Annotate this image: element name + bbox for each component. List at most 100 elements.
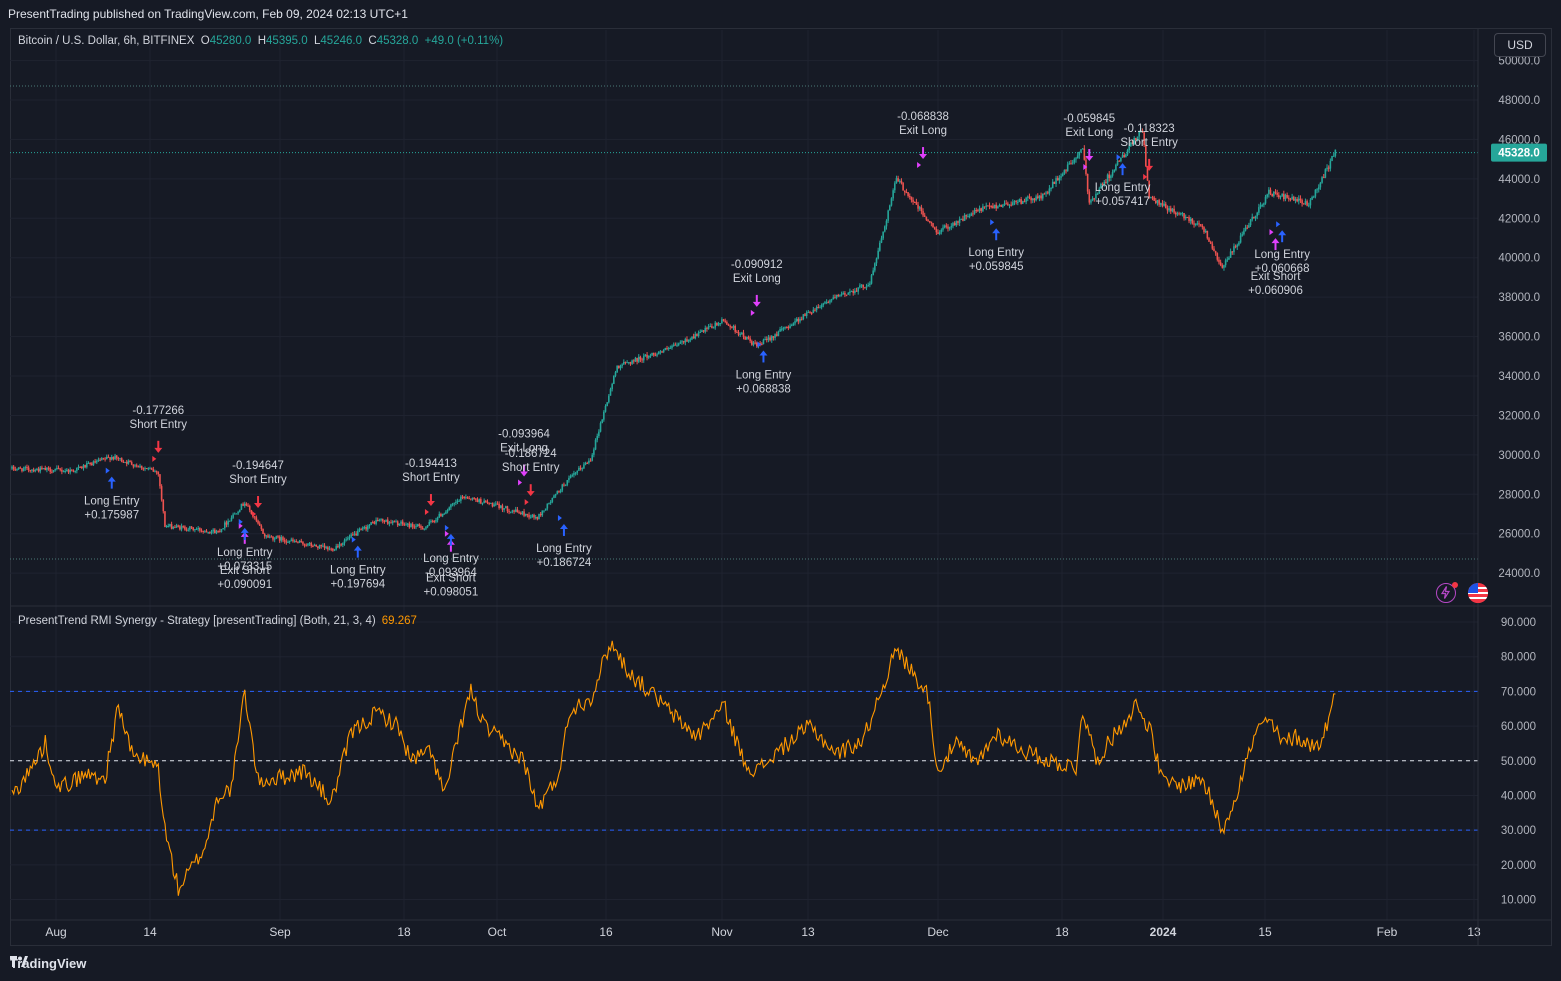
candle-body — [1224, 260, 1227, 266]
candle-body — [548, 503, 550, 505]
time-tick-label: 18 — [397, 925, 411, 939]
candle-body — [57, 467, 60, 469]
candle-body — [706, 327, 708, 329]
candle-body — [963, 215, 966, 221]
candle-body — [157, 472, 160, 475]
candle-body — [523, 511, 525, 516]
candle-body — [780, 328, 783, 330]
chart-frame[interactable] — [10, 28, 1552, 946]
signal-arrow-head — [559, 523, 568, 529]
lightning-icon[interactable] — [1436, 582, 1458, 603]
candle-body — [1080, 149, 1082, 153]
candle-body — [282, 537, 284, 541]
candle-body — [280, 537, 283, 541]
candle-body — [1093, 198, 1096, 200]
candle-body — [1148, 180, 1150, 198]
price-tick-label: 26000.0 — [1498, 529, 1540, 541]
rmi-tick-label: 90.000 — [1501, 617, 1536, 629]
signal-marker — [1276, 221, 1281, 228]
candle-body — [52, 470, 55, 472]
candle-body — [1113, 169, 1116, 173]
candle-body — [275, 536, 278, 539]
us-flag-icon[interactable] — [1468, 583, 1488, 603]
candle-body — [549, 501, 552, 504]
candle-body — [1246, 227, 1249, 229]
candle-body — [586, 462, 589, 464]
signal-label: -0.194647 — [232, 460, 284, 472]
time-tick-label: Feb — [1377, 925, 1398, 939]
candle-body — [775, 334, 778, 336]
candle-body — [1070, 163, 1072, 165]
price-tick-label: 34000.0 — [1498, 371, 1540, 383]
candle-body — [1168, 208, 1170, 211]
signal-long: Long Entry +0.059845 — [968, 219, 1024, 273]
candle-body — [691, 336, 693, 340]
candle-body — [907, 192, 909, 197]
candle-body — [544, 508, 547, 511]
candle-body — [1060, 176, 1062, 178]
candle-body — [174, 527, 176, 529]
candle-body — [1248, 225, 1250, 228]
signal-marker — [1143, 173, 1148, 180]
candle-body — [912, 199, 914, 203]
last-price-tag-label: 45328.0 — [1498, 148, 1540, 160]
signal-exit-short: Exit Short +0.060906 — [1248, 229, 1303, 297]
candle-body — [92, 461, 95, 466]
candle-body — [1045, 192, 1047, 194]
candle-body — [947, 226, 949, 229]
candle-body — [1281, 193, 1283, 196]
tradingview-logo[interactable]: TradingView — [10, 956, 86, 971]
candle-body — [1056, 178, 1059, 181]
candle-body — [36, 468, 38, 471]
candle-body — [1286, 194, 1288, 198]
candle-body — [1015, 201, 1017, 203]
candle-body — [1135, 137, 1137, 141]
candle-body — [1176, 213, 1179, 215]
candle-body — [573, 473, 575, 475]
candle-body — [654, 354, 657, 356]
candle-body — [839, 295, 841, 297]
candle-body — [410, 524, 412, 528]
candle-body — [243, 503, 246, 506]
candle-body — [674, 344, 677, 346]
rmi-tick-label: 60.000 — [1501, 721, 1536, 733]
signal-long: Long Entry +0.060668 — [1254, 221, 1310, 275]
price-tick-label: 24000.0 — [1498, 568, 1540, 580]
candle-body — [1221, 265, 1224, 268]
candle-body — [428, 521, 431, 526]
candle-body — [952, 223, 954, 227]
candle-body — [273, 538, 276, 540]
candle-body — [1329, 160, 1332, 169]
candle-body — [812, 309, 815, 314]
price-tags: 45328.0 — [1491, 143, 1547, 162]
candle-body — [865, 286, 868, 288]
indicator-legend[interactable]: PresentTrend RMI Synergy - Strategy [pre… — [18, 615, 417, 627]
candle-body — [187, 529, 190, 531]
candle-body — [845, 294, 848, 296]
candle-body — [32, 469, 35, 472]
candle-body — [122, 461, 125, 463]
candle-body — [1031, 198, 1034, 201]
candle-body — [564, 484, 567, 486]
candle-body — [669, 347, 672, 349]
candle-body — [546, 503, 549, 509]
candle-body — [1000, 205, 1002, 207]
published-header: PresentTrading published on TradingView.… — [8, 7, 408, 21]
candle-body — [534, 517, 537, 519]
candle-body — [930, 221, 933, 224]
candle-body — [940, 229, 943, 233]
high-label: H — [257, 35, 267, 47]
indicator-title: PresentTrend RMI Synergy - Strategy [pre… — [18, 615, 376, 627]
symbol-legend[interactable]: Bitcoin / U.S. Dollar, 6h, BITFINEX O452… — [18, 35, 503, 47]
candle-body — [91, 463, 93, 466]
candle-body — [1081, 148, 1084, 150]
candle-body — [908, 196, 911, 198]
currency-button[interactable]: USD — [1494, 33, 1546, 57]
candle-body — [559, 490, 562, 493]
candle-body — [77, 466, 80, 468]
signal-label: Exit Long — [1065, 127, 1113, 139]
candle-body — [850, 291, 853, 293]
candle-body — [1249, 219, 1252, 226]
candle-body — [802, 314, 805, 320]
